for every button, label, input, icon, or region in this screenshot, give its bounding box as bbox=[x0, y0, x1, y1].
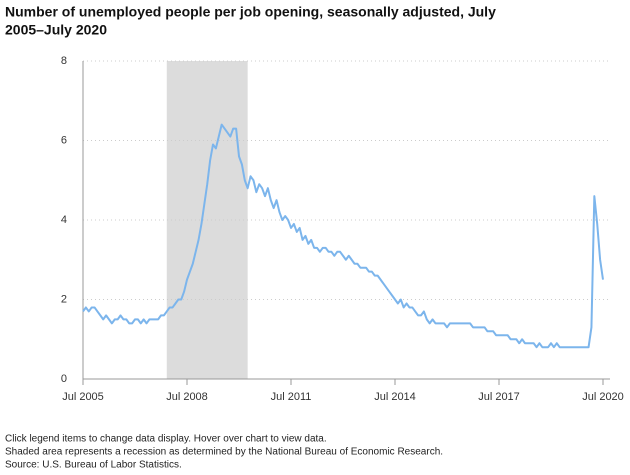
x-tick-label: Jul 2005 bbox=[62, 391, 104, 403]
y-tick-label: 8 bbox=[61, 55, 67, 67]
chart-title: Number of unemployed people per job open… bbox=[5, 4, 496, 20]
x-tick-label: Jul 2011 bbox=[271, 391, 312, 403]
y-tick-label: 6 bbox=[61, 134, 67, 146]
chart-title: 2005–July 2020 bbox=[5, 22, 107, 38]
note: Source: U.S. Bureau of Labor Statistics. bbox=[5, 460, 182, 471]
x-tick-label: Jul 2017 bbox=[478, 391, 520, 403]
x-tick-label: Jul 2020 bbox=[582, 391, 624, 403]
data-line bbox=[82, 123, 604, 349]
y-tick-label: 4 bbox=[61, 214, 67, 226]
x-tick-label: Jul 2008 bbox=[166, 391, 208, 403]
note: Click legend items to change data displa… bbox=[5, 434, 327, 445]
y-tick-label: 2 bbox=[61, 293, 67, 305]
y-tick-label: 0 bbox=[61, 373, 67, 385]
note: Shaded area represents a recession as de… bbox=[5, 447, 443, 458]
x-tick-label: Jul 2014 bbox=[374, 391, 416, 403]
